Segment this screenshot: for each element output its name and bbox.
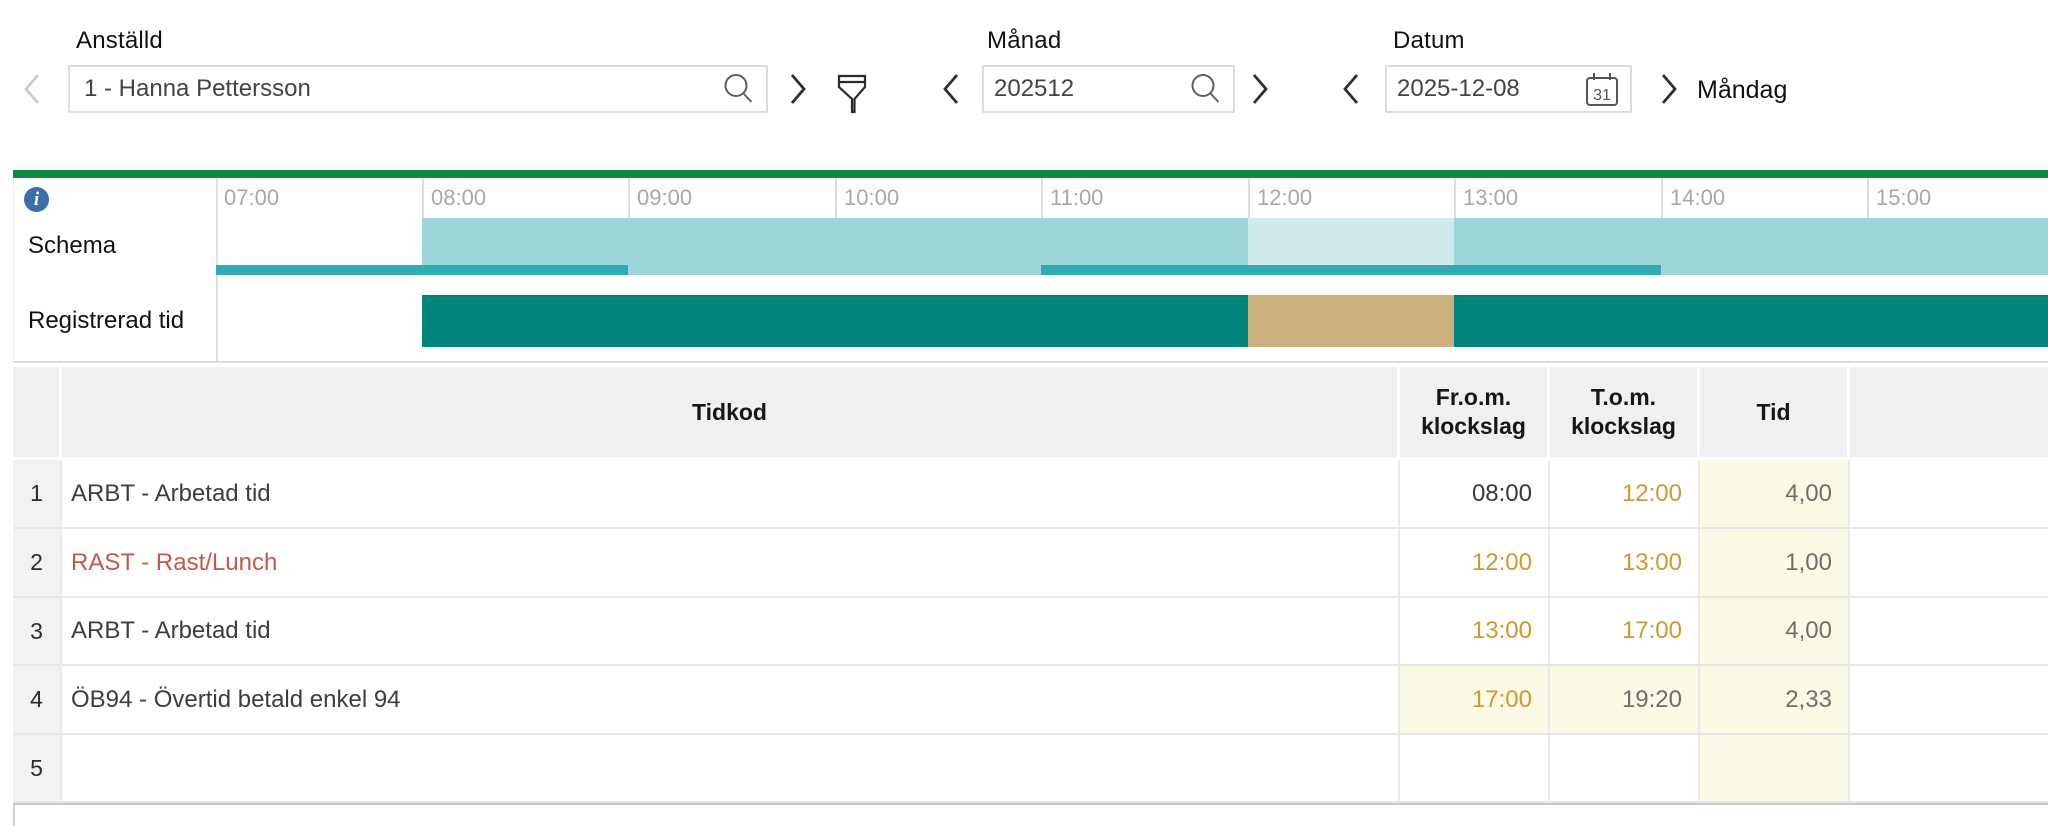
hour-label: 12:00 bbox=[1257, 185, 1313, 210]
tid-cell[interactable]: 2,33 bbox=[1700, 666, 1850, 735]
to-cell[interactable] bbox=[1550, 735, 1700, 803]
from-header: Fr.o.m. klockslag bbox=[1400, 367, 1550, 460]
tidkod-cell[interactable]: ARBT - Arbetad tid bbox=[62, 598, 1400, 666]
chevron-right-icon bbox=[790, 74, 806, 104]
empty-cell bbox=[1850, 598, 2048, 666]
month-search-icon[interactable] bbox=[1189, 72, 1223, 106]
tid-cell[interactable]: 4,00 bbox=[1700, 460, 1850, 529]
date-next-button[interactable] bbox=[1657, 71, 1681, 107]
tid-cell[interactable]: 1,00 bbox=[1700, 529, 1850, 598]
hour-label: 07:00 bbox=[224, 185, 280, 210]
to-cell[interactable]: 12:00 bbox=[1550, 460, 1700, 529]
employee-prev-button[interactable] bbox=[20, 71, 44, 107]
month-prev-button[interactable] bbox=[939, 71, 963, 107]
chevron-right-icon bbox=[1661, 74, 1677, 104]
to-cell[interactable]: 19:20 bbox=[1550, 666, 1700, 735]
from-cell[interactable]: 08:00 bbox=[1400, 460, 1550, 529]
chevron-left-icon bbox=[943, 74, 959, 104]
filter-button[interactable] bbox=[834, 70, 870, 116]
registered-row-label: Registrerad tid bbox=[28, 307, 185, 334]
empty-cell bbox=[1850, 529, 2048, 598]
to-cell[interactable]: 13:00 bbox=[1550, 529, 1700, 598]
empty-cell bbox=[1850, 735, 2048, 803]
tid-cell[interactable] bbox=[1700, 735, 1850, 803]
schema-underline-segment bbox=[1041, 265, 1661, 275]
svg-text:31: 31 bbox=[1593, 87, 1611, 104]
tidkod-cell[interactable]: ARBT - Arbetad tid bbox=[62, 460, 1400, 529]
section-border bbox=[13, 178, 14, 361]
employee-search-icon[interactable] bbox=[722, 72, 756, 106]
registered-work-bar bbox=[1454, 295, 2048, 347]
employee-next-button[interactable] bbox=[786, 71, 810, 107]
month-label: Månad bbox=[987, 27, 1062, 54]
month-next-button[interactable] bbox=[1248, 71, 1272, 107]
section-divider bbox=[13, 361, 2048, 363]
from-cell[interactable]: 13:00 bbox=[1400, 598, 1550, 666]
tidkod-cell[interactable]: RAST - Rast/Lunch bbox=[62, 529, 1400, 598]
chevron-right-icon bbox=[1252, 74, 1268, 104]
hour-label: 11:00 bbox=[1050, 185, 1104, 210]
from-cell[interactable]: 17:00 bbox=[1400, 666, 1550, 735]
tidkod-header: Tidkod bbox=[62, 367, 1400, 460]
registered-work-bar bbox=[422, 295, 1248, 347]
empty-cell bbox=[1850, 666, 2048, 735]
registered-break-bar bbox=[1248, 295, 1454, 347]
date-label: Datum bbox=[1393, 27, 1465, 54]
hour-label: 14:00 bbox=[1670, 185, 1726, 210]
month-input[interactable] bbox=[982, 65, 1235, 113]
row-number-header bbox=[13, 367, 62, 460]
hour-label: 09:00 bbox=[637, 185, 693, 210]
hour-label: 13:00 bbox=[1463, 185, 1519, 210]
table-left-border-stub bbox=[13, 805, 15, 826]
row-number[interactable]: 1 bbox=[13, 460, 62, 529]
calendar-icon[interactable]: 31 bbox=[1582, 70, 1622, 110]
date-prev-button[interactable] bbox=[1339, 71, 1363, 107]
tidkod-cell[interactable] bbox=[62, 735, 1400, 803]
schema-row-label: Schema bbox=[28, 232, 117, 259]
hour-label: 08:00 bbox=[431, 185, 487, 210]
row-number[interactable]: 3 bbox=[13, 598, 62, 666]
hour-label: 10:00 bbox=[844, 185, 900, 210]
time-code-table: Tidkod Fr.o.m. klockslag T.o.m. klocksla… bbox=[13, 367, 2048, 805]
row-number[interactable]: 2 bbox=[13, 529, 62, 598]
from-cell[interactable]: 12:00 bbox=[1400, 529, 1550, 598]
chevron-left-icon bbox=[24, 74, 39, 104]
tidkod-cell[interactable]: ÖB94 - Övertid betald enkel 94 bbox=[62, 666, 1400, 735]
employee-input[interactable] bbox=[68, 65, 768, 113]
empty-header bbox=[1850, 367, 2048, 460]
accent-bar bbox=[13, 170, 2048, 178]
info-icon[interactable]: i bbox=[24, 187, 49, 212]
schema-underline-segment bbox=[216, 265, 628, 275]
row-number[interactable]: 4 bbox=[13, 666, 62, 735]
from-cell[interactable] bbox=[1400, 735, 1550, 803]
employee-label: Anställd bbox=[76, 27, 163, 54]
to-cell[interactable]: 17:00 bbox=[1550, 598, 1700, 666]
tid-cell[interactable]: 4,00 bbox=[1700, 598, 1850, 666]
chevron-left-icon bbox=[1343, 74, 1359, 104]
weekday-text: Måndag bbox=[1697, 76, 1788, 104]
to-header: T.o.m. klockslag bbox=[1550, 367, 1700, 460]
tid-header: Tid bbox=[1700, 367, 1850, 460]
hour-label: 15:00 bbox=[1876, 185, 1932, 210]
empty-cell bbox=[1850, 460, 2048, 529]
row-number[interactable]: 5 bbox=[13, 735, 62, 803]
funnel-icon bbox=[837, 74, 867, 114]
